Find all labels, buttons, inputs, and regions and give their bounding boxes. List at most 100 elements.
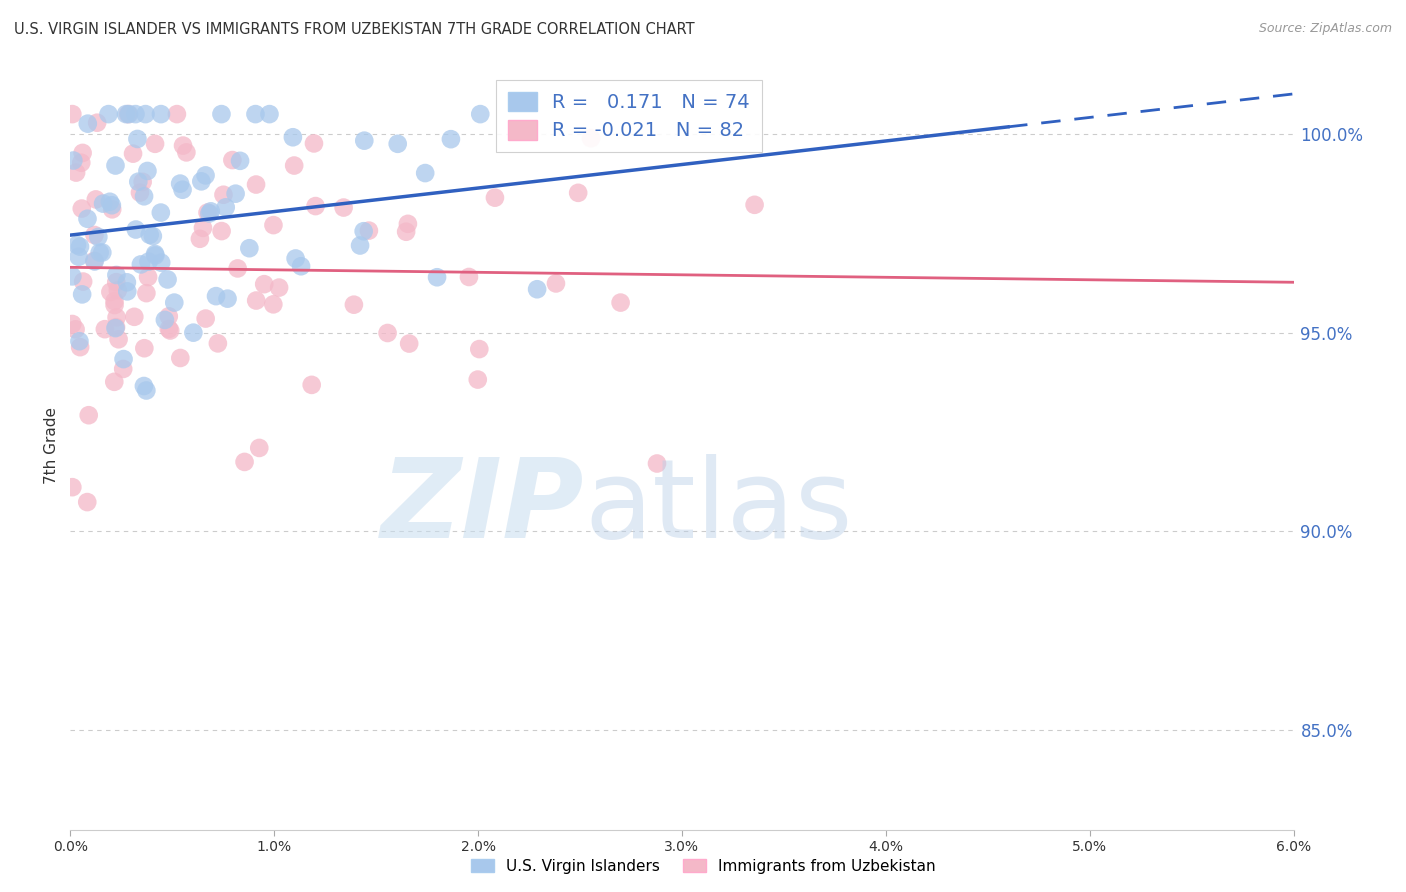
Point <box>304 199 326 213</box>
Point <box>245 107 267 121</box>
Point <box>253 277 276 292</box>
Point <box>526 282 548 296</box>
Point <box>142 229 165 244</box>
Point <box>115 107 138 121</box>
Legend: U.S. Virgin Islanders, Immigrants from Uzbekistan: U.S. Virgin Islanders, Immigrants from U… <box>464 853 942 880</box>
Point <box>149 107 172 121</box>
Point <box>65 165 87 179</box>
Point <box>188 232 211 246</box>
Point <box>135 286 157 301</box>
Point <box>70 155 93 169</box>
Point <box>194 169 217 183</box>
Point <box>259 107 281 121</box>
Point <box>131 175 153 189</box>
Point <box>70 287 93 301</box>
Point <box>284 252 307 266</box>
Point <box>91 245 114 260</box>
Point <box>484 191 506 205</box>
Point <box>609 295 631 310</box>
Point <box>262 218 284 232</box>
Point <box>76 211 98 226</box>
Point <box>124 310 146 324</box>
Point <box>176 145 198 160</box>
Point <box>70 202 93 216</box>
Point <box>105 275 128 289</box>
Point <box>353 224 375 238</box>
Point <box>343 298 366 312</box>
Text: U.S. VIRGIN ISLANDER VS IMMIGRANTS FROM UZBEKISTAN 7TH GRADE CORRELATION CHART: U.S. VIRGIN ISLANDER VS IMMIGRANTS FROM … <box>14 22 695 37</box>
Point <box>149 205 172 219</box>
Point <box>156 272 179 286</box>
Point <box>122 146 145 161</box>
Point <box>398 336 420 351</box>
Point <box>212 187 235 202</box>
Y-axis label: 7th Grade: 7th Grade <box>44 408 59 484</box>
Point <box>215 200 238 214</box>
Point <box>440 132 463 146</box>
Point <box>169 351 191 365</box>
Point <box>468 342 491 356</box>
Point <box>87 230 110 244</box>
Point <box>413 166 436 180</box>
Point <box>115 275 138 289</box>
Point <box>357 224 380 238</box>
Point <box>136 164 159 178</box>
Point <box>197 205 219 219</box>
Point <box>60 107 83 121</box>
Point <box>138 254 160 268</box>
Point <box>153 313 176 327</box>
Point <box>150 255 173 269</box>
Point <box>105 268 128 282</box>
Point <box>138 227 160 242</box>
Point <box>207 336 229 351</box>
Point <box>97 107 120 121</box>
Point <box>83 227 105 242</box>
Point <box>67 250 90 264</box>
Point <box>132 379 155 393</box>
Point <box>157 322 180 336</box>
Point <box>302 136 325 151</box>
Point <box>387 136 409 151</box>
Point <box>136 270 159 285</box>
Point <box>105 320 128 334</box>
Text: atlas: atlas <box>583 454 852 561</box>
Point <box>217 292 239 306</box>
Point <box>194 311 217 326</box>
Point <box>76 495 98 509</box>
Point <box>105 310 128 325</box>
Point <box>107 332 129 346</box>
Point <box>290 259 312 273</box>
Point <box>124 107 146 121</box>
Point <box>172 138 194 153</box>
Point <box>221 153 243 167</box>
Point <box>103 298 125 312</box>
Text: Source: ZipAtlas.com: Source: ZipAtlas.com <box>1258 22 1392 36</box>
Point <box>163 295 186 310</box>
Point <box>225 186 247 201</box>
Point <box>65 322 87 336</box>
Point <box>143 136 166 151</box>
Point <box>98 194 121 209</box>
Point <box>103 294 125 309</box>
Point <box>744 198 766 212</box>
Point <box>72 275 94 289</box>
Point <box>69 340 91 354</box>
Point <box>69 334 91 349</box>
Point <box>332 201 354 215</box>
Point <box>226 261 249 276</box>
Point <box>103 375 125 389</box>
Point <box>211 224 233 238</box>
Point <box>77 408 100 422</box>
Legend: R =   0.171   N = 74, R = -0.021   N = 82: R = 0.171 N = 74, R = -0.021 N = 82 <box>496 79 762 152</box>
Point <box>89 245 111 260</box>
Point <box>107 283 129 297</box>
Point <box>281 130 304 145</box>
Point <box>349 238 371 252</box>
Point <box>112 362 135 376</box>
Point <box>269 280 291 294</box>
Point <box>104 321 127 335</box>
Point <box>183 326 205 340</box>
Point <box>125 222 148 236</box>
Point <box>134 107 156 121</box>
Point <box>127 175 149 189</box>
